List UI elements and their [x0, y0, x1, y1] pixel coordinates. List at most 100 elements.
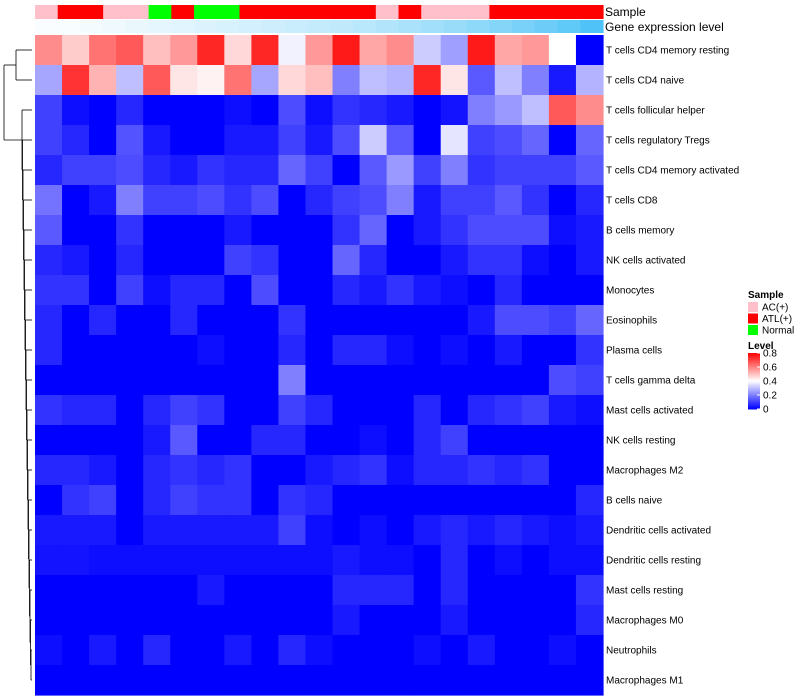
- heatmap-cell: [494, 635, 523, 666]
- heatmap-cell: [224, 275, 252, 306]
- heatmap-cell: [224, 635, 252, 666]
- heatmap-cell: [494, 575, 523, 606]
- row-label: B cells naive: [606, 496, 663, 507]
- colorbar-segment: [748, 403, 760, 406]
- row-label: Dendritic cells activated: [606, 526, 711, 537]
- heatmap-cell: [35, 335, 63, 366]
- colorbar-segment: [748, 393, 760, 396]
- heatmap-cell: [575, 455, 604, 486]
- heatmap-cell: [35, 455, 63, 486]
- heatmap-cell: [143, 65, 171, 96]
- heatmap-cell: [197, 335, 225, 366]
- heatmap-cell: [116, 305, 144, 336]
- heatmap-cell: [62, 215, 90, 246]
- heatmap-cell: [143, 365, 171, 396]
- heatmap-cell: [224, 365, 252, 396]
- heatmap-cell: [521, 545, 550, 576]
- heatmap-cell: [440, 35, 469, 66]
- heatmap-cell: [224, 215, 252, 246]
- heatmap-cell: [440, 185, 469, 216]
- heatmap-cell: [251, 485, 280, 516]
- heatmap-cell: [575, 395, 604, 426]
- heatmap-cell: [467, 335, 496, 366]
- heatmap-cell: [548, 335, 577, 366]
- heatmap-cell: [305, 455, 334, 486]
- heatmap-cell: [548, 515, 577, 546]
- sample-legend-swatch: [748, 302, 758, 312]
- heatmap-cell: [548, 545, 577, 576]
- heatmap-cell: [305, 245, 334, 276]
- heatmap-cell: [413, 305, 442, 336]
- heatmap-cell: [413, 335, 442, 366]
- heatmap-cell: [35, 605, 63, 636]
- heatmap-cell: [62, 635, 90, 666]
- row-label: NK cells activated: [606, 256, 685, 267]
- colorbar-tick-label: 0.2: [763, 391, 777, 402]
- heatmap-cell: [143, 485, 171, 516]
- heatmap-cell: [413, 155, 442, 186]
- heatmap-cells: [35, 35, 604, 696]
- colorbar-tick-label: 0.6: [763, 363, 777, 374]
- heatmap-cell: [35, 275, 63, 306]
- heatmap-cell: [467, 215, 496, 246]
- heatmap-cell: [170, 185, 198, 216]
- heatmap-cell: [413, 485, 442, 516]
- heatmap-cell: [494, 65, 523, 96]
- heatmap-cell: [359, 665, 388, 696]
- heatmap-cell: [278, 95, 307, 126]
- colorbar-segment: [748, 367, 760, 369]
- colorbar-tick-label: 0.8: [763, 349, 777, 360]
- heatmap-cell: [62, 275, 90, 306]
- heatmap-cell: [575, 365, 604, 396]
- heatmap-cell: [359, 95, 388, 126]
- heatmap-cell: [440, 305, 469, 336]
- heatmap-cell: [89, 395, 117, 426]
- heatmap-cell: [116, 275, 144, 306]
- heatmap-cell: [440, 65, 469, 96]
- heatmap-cell: [197, 365, 225, 396]
- heatmap-cell: [359, 305, 388, 336]
- expression-annotation-label: Gene expression level: [605, 20, 724, 34]
- heatmap-cell: [332, 35, 361, 66]
- heatmap-cell: [62, 515, 90, 546]
- heatmap-cell: [521, 455, 550, 486]
- heatmap-cell: [332, 65, 361, 96]
- sample-annotation-cell: [35, 5, 59, 19]
- colorbar-segment: [748, 371, 760, 374]
- heatmap-cell: [359, 245, 388, 276]
- heatmap-cell: [251, 275, 280, 306]
- heatmap-cell: [116, 335, 144, 366]
- heatmap-cell: [278, 455, 307, 486]
- heatmap-cell: [548, 635, 577, 666]
- heatmap-cell: [386, 635, 415, 666]
- heatmap-cell: [35, 155, 63, 186]
- heatmap-cell: [62, 545, 90, 576]
- heatmap-cell: [359, 335, 388, 366]
- heatmap-cell: [575, 215, 604, 246]
- heatmap-cell: [62, 245, 90, 276]
- row-label: B cells memory: [606, 226, 674, 237]
- heatmap-cell: [251, 575, 280, 606]
- heatmap-cell: [251, 605, 280, 636]
- heatmap-cell: [575, 665, 604, 696]
- heatmap-cell: [35, 215, 63, 246]
- heatmap-cell: [440, 365, 469, 396]
- heatmap-cell: [548, 605, 577, 636]
- heatmap-cell: [575, 635, 604, 666]
- heatmap-cell: [62, 35, 90, 66]
- colorbar-segment: [748, 360, 760, 362]
- heatmap-cell: [251, 455, 280, 486]
- heatmap-cell: [305, 65, 334, 96]
- heatmap-cell: [332, 95, 361, 126]
- heatmap-cell: [305, 305, 334, 336]
- colorbar-segment: [748, 362, 760, 365]
- heatmap-cell: [197, 605, 225, 636]
- heatmap-cell: [278, 275, 307, 306]
- heatmap-cell: [359, 65, 388, 96]
- heatmap-cell: [575, 335, 604, 366]
- heatmap-cell: [305, 425, 334, 456]
- heatmap-cell: [548, 155, 577, 186]
- heatmap-cell: [224, 425, 252, 456]
- colorbar-segment: [748, 400, 760, 403]
- heatmap-cell: [413, 215, 442, 246]
